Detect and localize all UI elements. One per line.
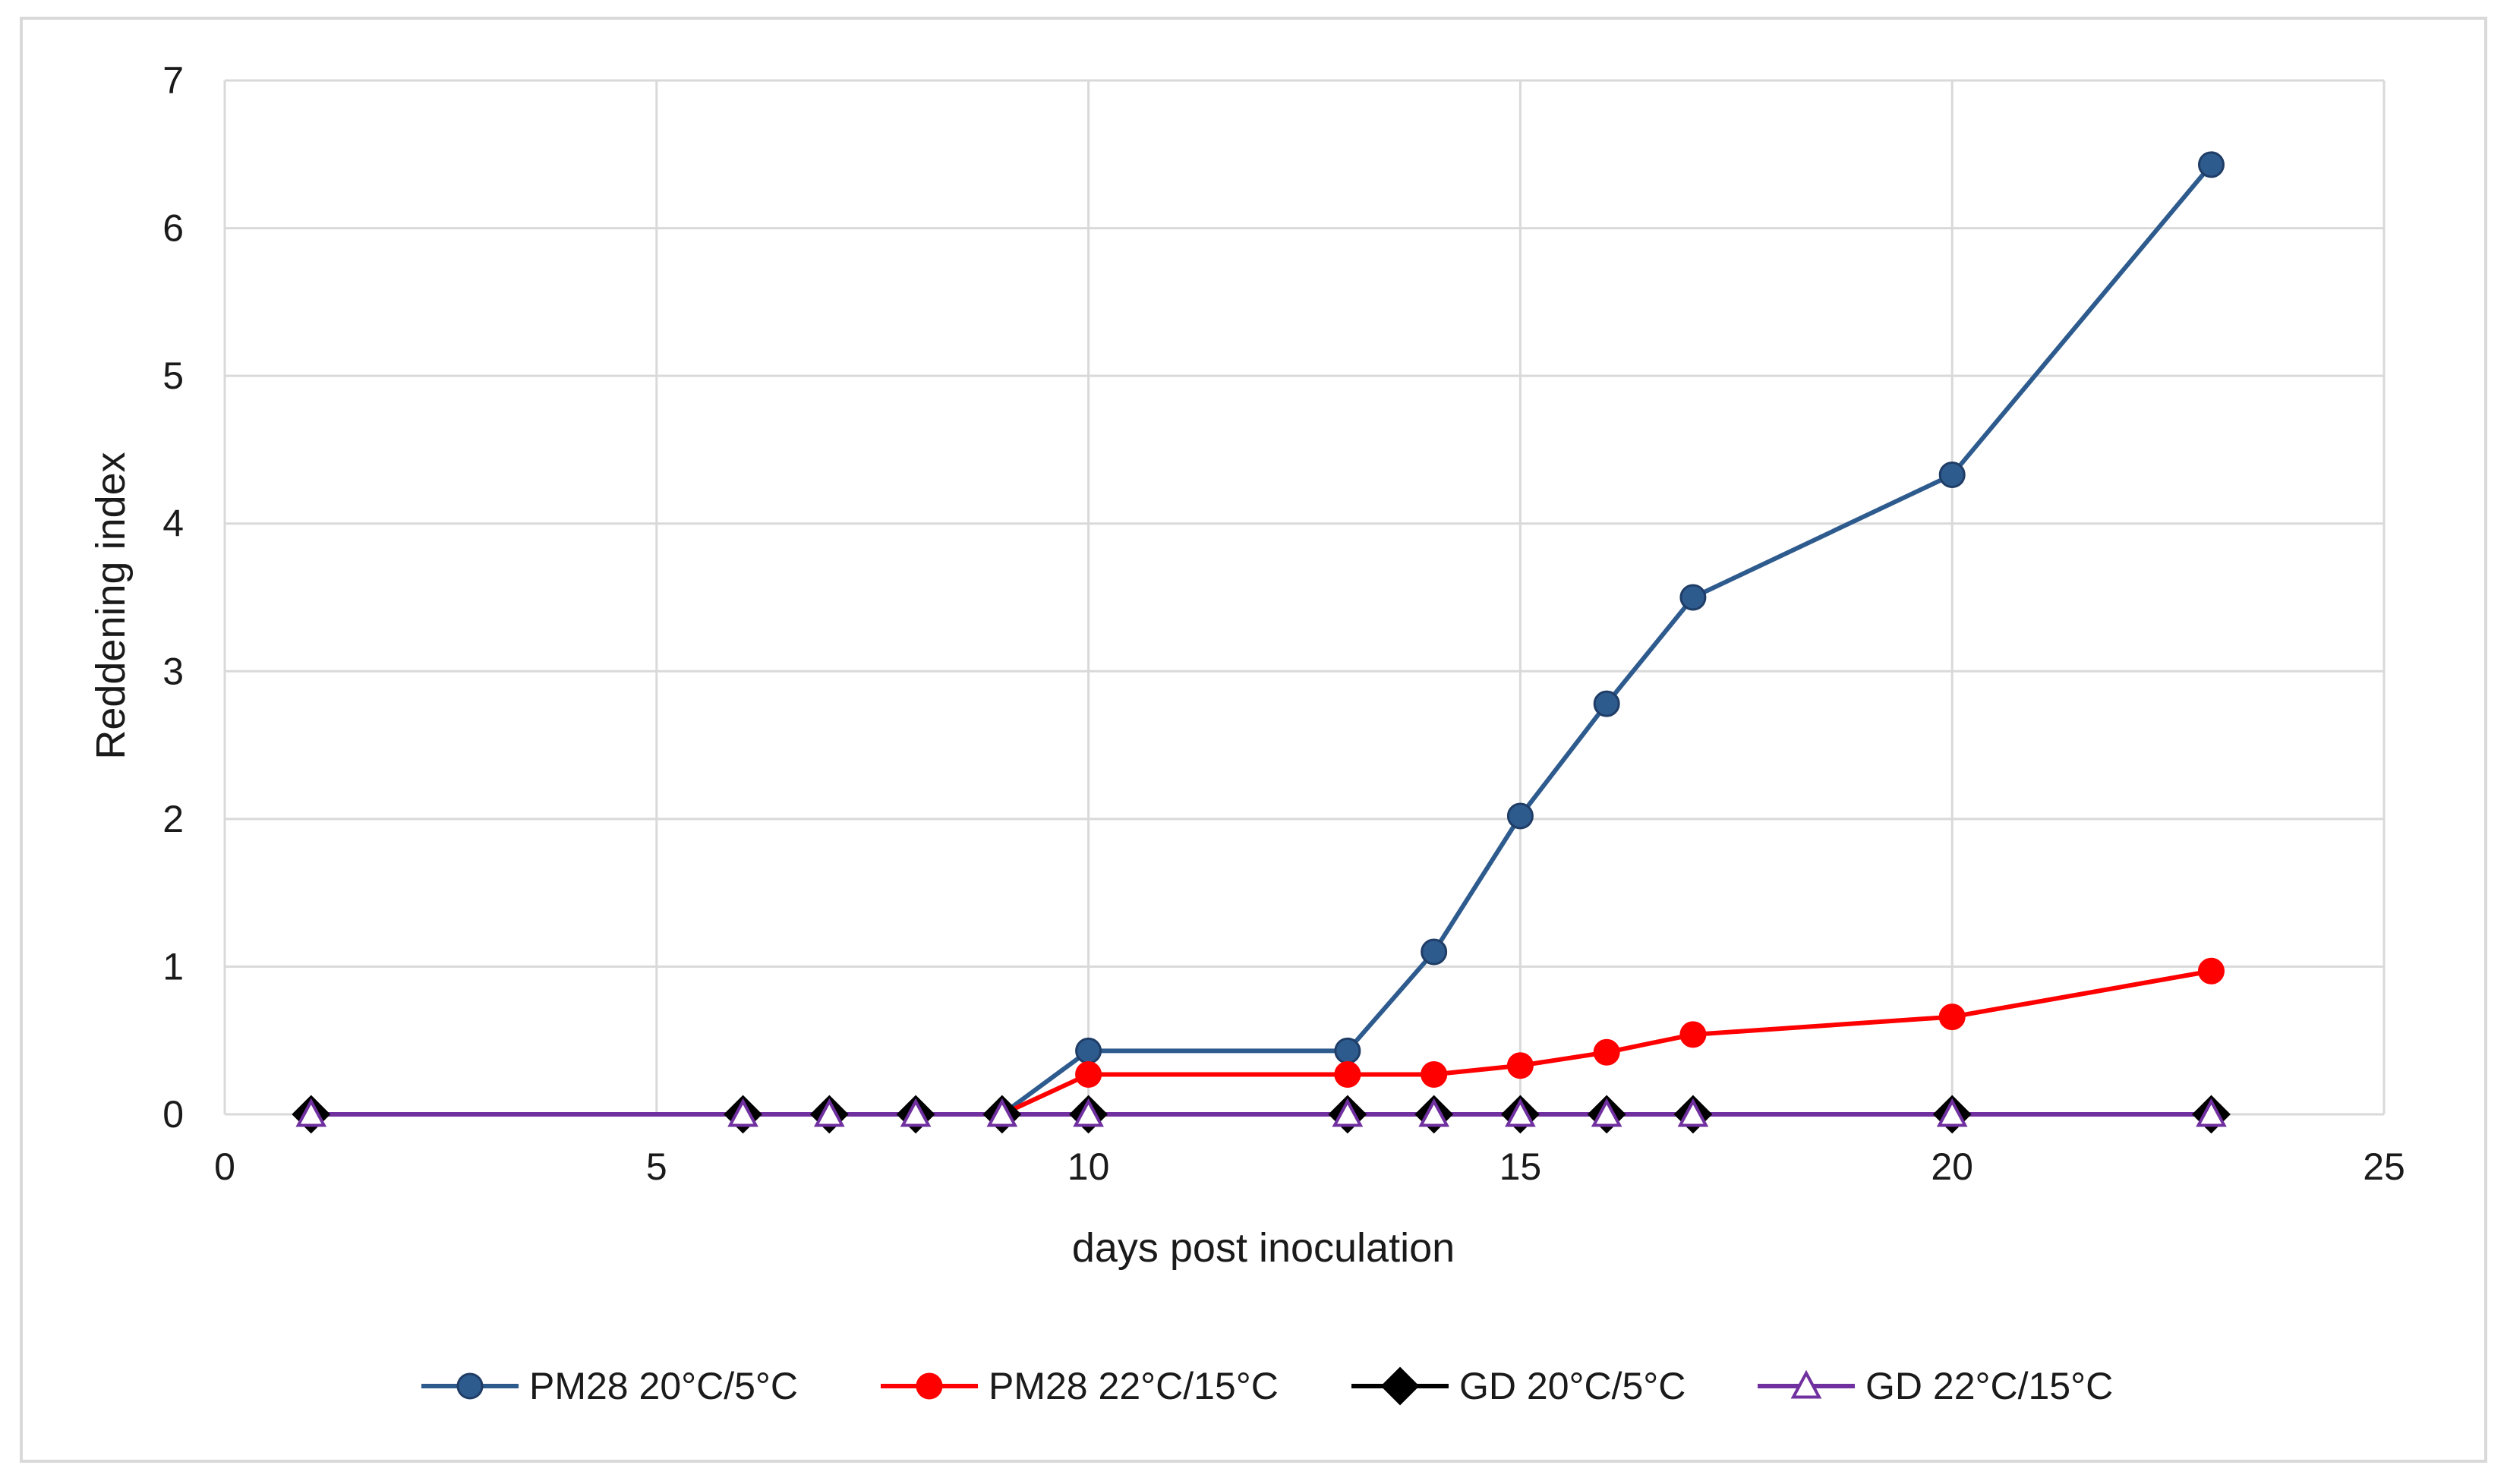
legend-label-1: PM28 20°C/5°C xyxy=(529,1365,798,1407)
x-axis-title: days post inoculation xyxy=(1072,1225,1455,1271)
y-tick-label: 6 xyxy=(162,207,184,250)
series-markers xyxy=(292,151,2231,1134)
y-tick-labels: 0 1 2 3 4 5 6 7 xyxy=(162,59,184,1136)
data-point-series-4 xyxy=(1505,1098,1536,1127)
legend-marker-1 xyxy=(456,1372,484,1400)
grid xyxy=(223,79,2386,1116)
chart-frame: 0 5 10 15 20 25 0 1 2 3 4 5 6 7 days post inoculatio… xyxy=(20,17,2487,1463)
legend-marker-2 xyxy=(916,1372,943,1400)
data-point-series-4 xyxy=(1073,1098,1104,1127)
data-point-series-1 xyxy=(1679,584,1707,611)
data-point-series-1 xyxy=(2197,151,2225,178)
x-tick-label: 5 xyxy=(646,1145,667,1188)
legend-label-4: GD 22°C/15°C xyxy=(1865,1365,2113,1407)
y-tick-label: 1 xyxy=(162,945,184,988)
data-point-series-2 xyxy=(1938,1004,1966,1031)
y-tick-label: 5 xyxy=(162,354,184,397)
data-point-series-4 xyxy=(2196,1098,2227,1127)
legend-label-2: PM28 22°C/15°C xyxy=(989,1365,1279,1407)
legend: PM28 20°C/5°C PM28 22°C/15°C GD 20°C/5°C GD… xyxy=(421,1365,2113,1407)
series-lines xyxy=(308,162,2214,1117)
data-point-series-2 xyxy=(1334,1060,1361,1088)
data-point-series-2 xyxy=(1593,1038,1620,1066)
x-tick-label: 20 xyxy=(1931,1145,1973,1188)
legend-label-3: GD 20°C/5°C xyxy=(1459,1365,1686,1407)
y-tick-label: 3 xyxy=(162,650,184,692)
data-point-series-2 xyxy=(1679,1021,1707,1048)
data-point-series-1 xyxy=(1593,690,1620,717)
y-tick-label: 2 xyxy=(162,798,184,840)
legend-marker-4 xyxy=(1790,1369,1822,1399)
data-point-series-2 xyxy=(1421,1060,1448,1088)
data-point-series-4 xyxy=(813,1098,845,1127)
data-point-series-4 xyxy=(1936,1098,1968,1127)
data-point-series-1 xyxy=(1421,938,1448,966)
data-point-series-4 xyxy=(1418,1098,1449,1127)
y-axis-title: Reddening index xyxy=(88,452,134,759)
data-point-series-1 xyxy=(1938,462,1966,489)
data-point-series-2 xyxy=(1506,1052,1534,1079)
series-line-1 xyxy=(308,162,2214,1117)
data-point-series-1 xyxy=(1334,1037,1361,1064)
data-point-series-4 xyxy=(1677,1098,1709,1127)
data-point-series-4 xyxy=(295,1098,327,1127)
x-tick-label: 15 xyxy=(1499,1145,1542,1188)
chart-svg: 0 5 10 15 20 25 0 1 2 3 4 5 6 7 days post inoculatio… xyxy=(88,59,2405,1407)
data-point-series-4 xyxy=(1332,1098,1364,1127)
legend-marker-3 xyxy=(1380,1366,1420,1406)
x-tick-label: 0 xyxy=(214,1145,235,1188)
data-point-series-1 xyxy=(1506,802,1534,830)
series-line-2 xyxy=(308,969,2214,1117)
x-tick-labels: 0 5 10 15 20 25 xyxy=(214,1145,2405,1188)
data-point-series-4 xyxy=(986,1098,1018,1127)
y-tick-label: 7 xyxy=(162,59,184,102)
data-point-series-2 xyxy=(1075,1060,1102,1088)
y-tick-label: 4 xyxy=(162,503,184,545)
x-tick-label: 25 xyxy=(2363,1145,2405,1188)
data-point-series-1 xyxy=(1075,1037,1102,1064)
data-point-series-4 xyxy=(1591,1098,1622,1127)
y-tick-label: 0 xyxy=(162,1093,184,1136)
x-tick-label: 10 xyxy=(1067,1145,1110,1188)
data-point-series-4 xyxy=(900,1098,932,1127)
data-point-series-2 xyxy=(2197,957,2225,985)
data-point-series-4 xyxy=(727,1098,758,1127)
